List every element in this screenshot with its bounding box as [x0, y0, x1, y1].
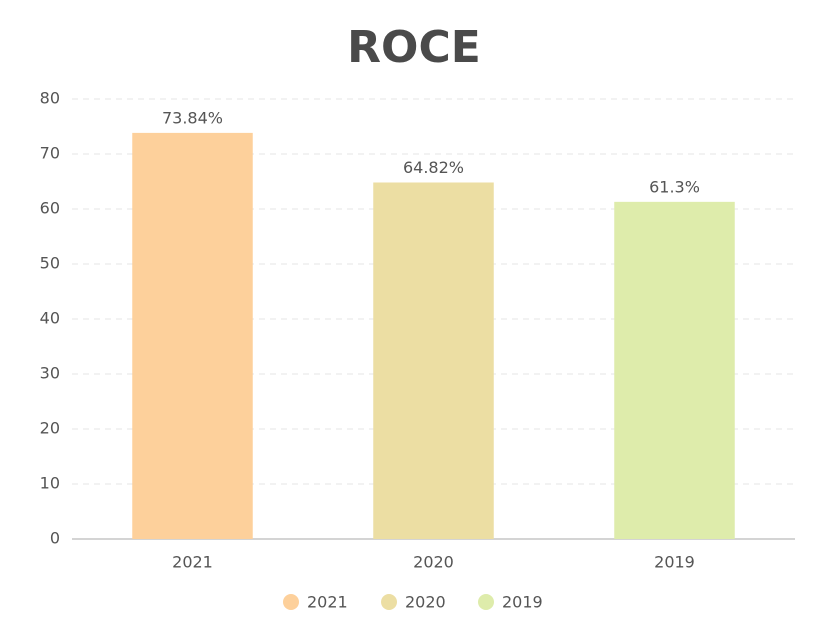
legend-label: 2019: [502, 593, 543, 612]
bar: [132, 132, 253, 539]
legend-label: 2021: [307, 593, 348, 612]
legend-marker: [478, 594, 494, 610]
y-tick-label: 50: [40, 254, 60, 273]
bar: [614, 201, 735, 539]
data-label: 64.82%: [403, 158, 464, 177]
y-tick-label: 60: [40, 199, 60, 218]
y-tick-label: 10: [40, 474, 60, 493]
y-tick-label: 20: [40, 419, 60, 438]
legend-marker: [283, 594, 299, 610]
y-tick-label: 70: [40, 144, 60, 163]
chart-title: ROCE: [347, 22, 481, 73]
y-tick-label: 40: [40, 309, 60, 328]
x-tick-label: 2019: [654, 553, 695, 572]
data-label: 73.84%: [162, 108, 223, 127]
x-tick-label: 2020: [413, 553, 454, 572]
y-tick-label: 80: [40, 89, 60, 108]
legend-marker: [381, 594, 397, 610]
y-tick-label: 0: [50, 529, 60, 548]
bar: [373, 182, 494, 540]
x-tick-label: 2021: [172, 553, 213, 572]
y-tick-label: 30: [40, 364, 60, 383]
legend-label: 2020: [405, 593, 446, 612]
data-label: 61.3%: [649, 177, 700, 196]
